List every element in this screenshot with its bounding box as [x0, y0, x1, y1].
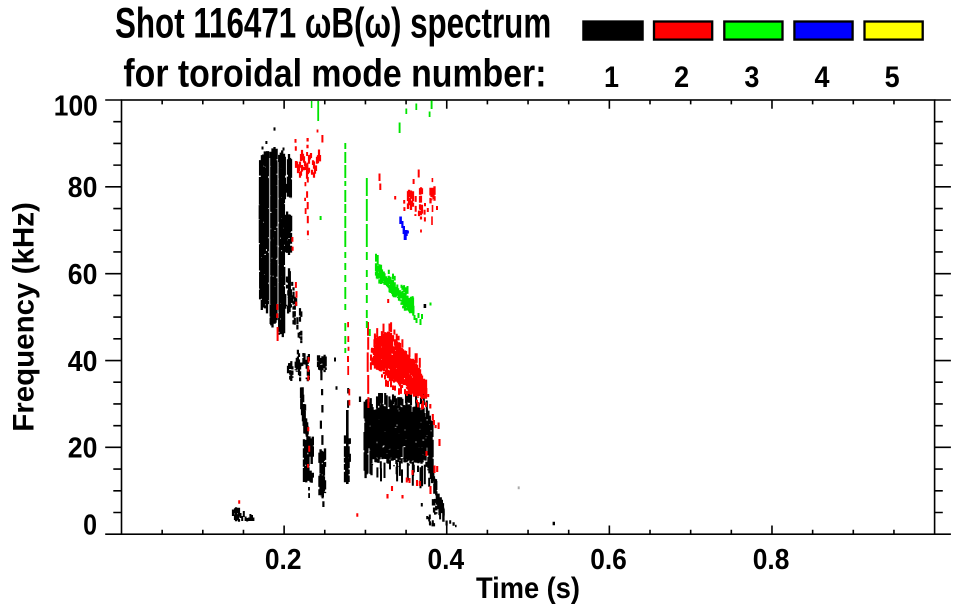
svg-text:for toroidal mode number:: for toroidal mode number:: [123, 53, 546, 96]
svg-text:60: 60: [68, 259, 98, 291]
svg-text:2: 2: [674, 61, 689, 94]
svg-text:4: 4: [815, 61, 830, 94]
svg-text:1: 1: [604, 61, 619, 94]
svg-text:0.4: 0.4: [428, 544, 465, 576]
svg-text:20: 20: [68, 433, 98, 465]
svg-text:0.6: 0.6: [590, 544, 627, 576]
svg-text:80: 80: [68, 172, 98, 204]
svg-text:40: 40: [68, 346, 98, 378]
svg-text:5: 5: [885, 61, 900, 94]
svg-text:Time (s): Time (s): [476, 572, 580, 605]
svg-text:0: 0: [83, 510, 97, 542]
svg-text:3: 3: [744, 61, 759, 94]
svg-text:0.2: 0.2: [265, 544, 302, 576]
svg-text:0.8: 0.8: [753, 544, 790, 576]
svg-text:Frequency (kHz): Frequency (kHz): [8, 202, 41, 432]
svg-text:Shot 116471 ωB(ω) spectrum: Shot 116471 ωB(ω) spectrum: [115, 0, 551, 47]
svg-text:100: 100: [54, 90, 98, 122]
